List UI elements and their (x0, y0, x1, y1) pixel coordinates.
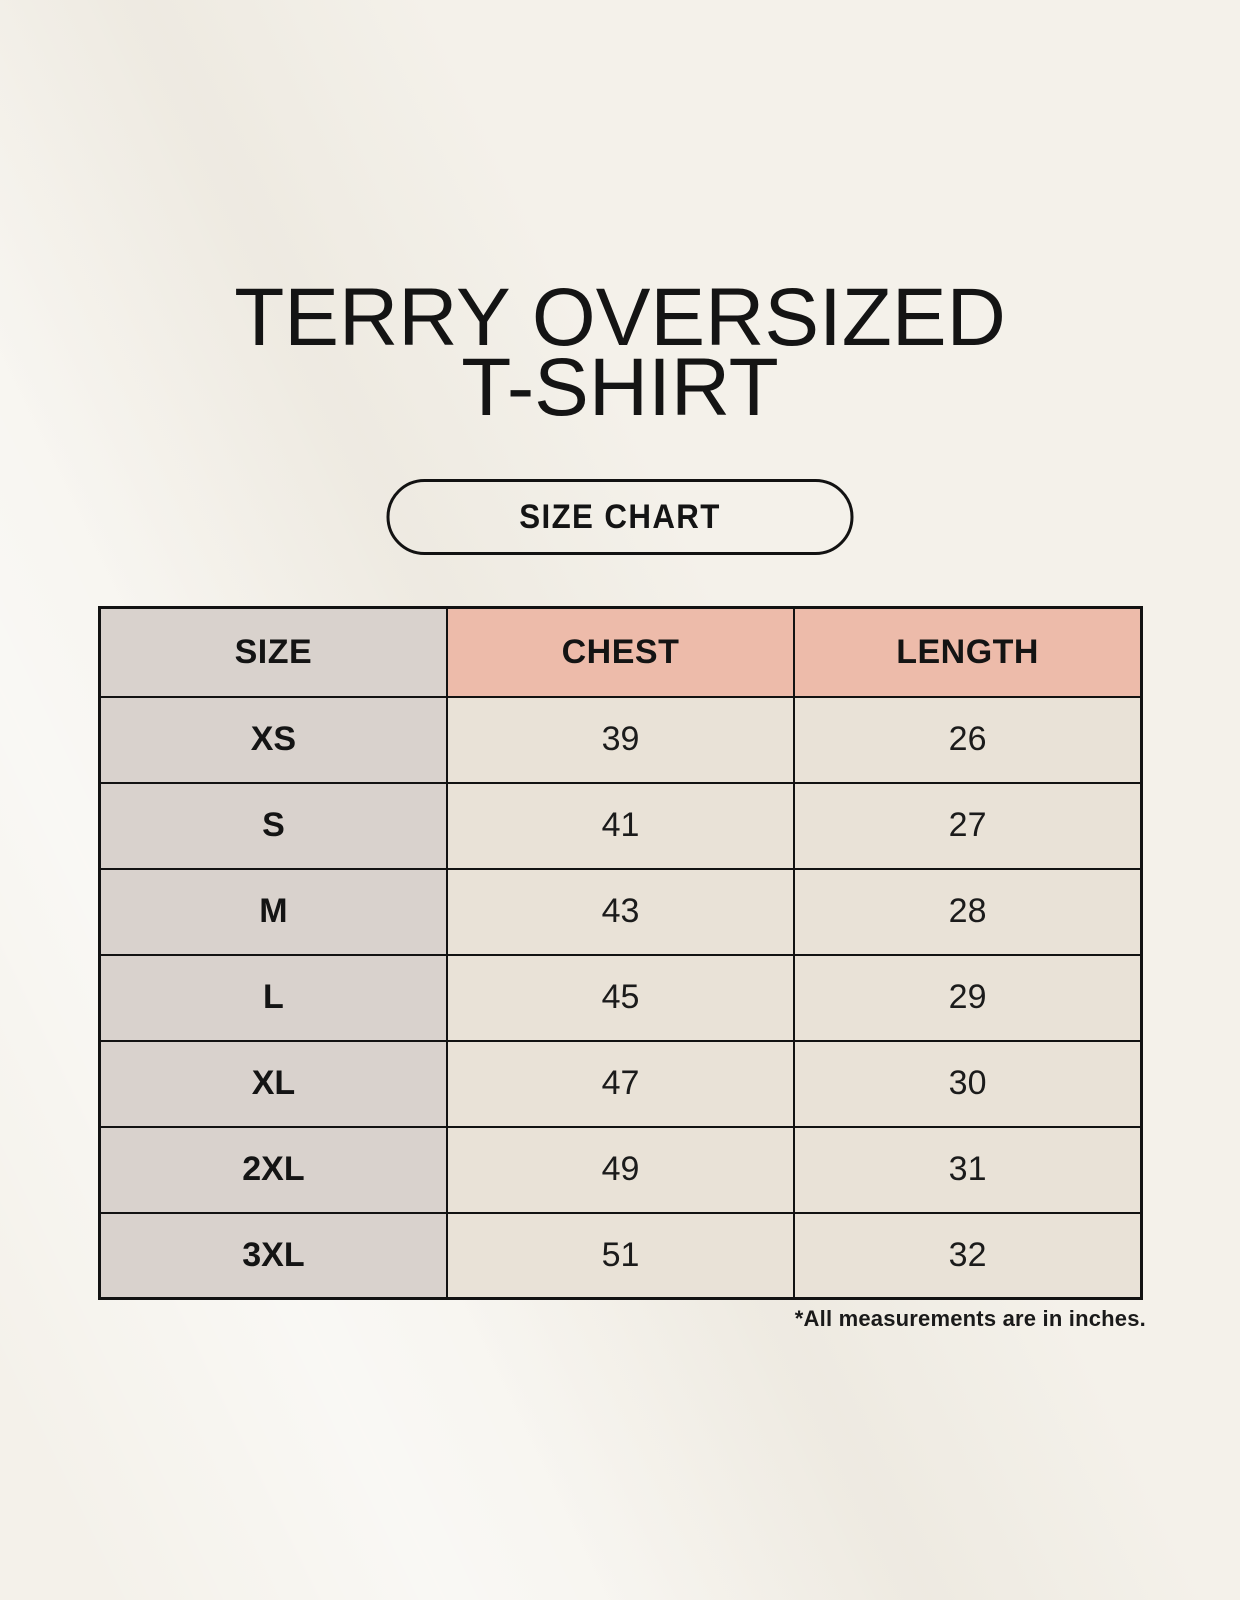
chest-cell: 45 (445, 953, 796, 1042)
size-cell: S (98, 781, 448, 870)
size-table-head: SIZE CHEST LENGTH (98, 606, 1143, 698)
chest-cell: 39 (445, 695, 796, 784)
table-row: S 41 27 (98, 781, 1143, 870)
chest-cell: 41 (445, 781, 796, 870)
header-size: SIZE (98, 606, 448, 698)
size-table-body: XS 39 26 S 41 27 M 43 28 L 45 29 XL 47 30 2XL 49 31 3XL 51 3… (98, 695, 1143, 1300)
chest-cell: 49 (445, 1125, 796, 1214)
size-cell: 2XL (98, 1125, 448, 1214)
title-line-1: TERRY OVERSIZED (234, 272, 1006, 363)
title-line-2: T-SHIRT (461, 342, 779, 433)
table-row: L 45 29 (98, 953, 1143, 1042)
measurements-footnote: *All measurements are in inches. (794, 1306, 1146, 1331)
header-chest: CHEST (445, 606, 796, 698)
size-cell: 3XL (98, 1211, 448, 1300)
chest-cell: 43 (445, 867, 796, 956)
length-cell: 27 (793, 781, 1143, 870)
chest-cell: 51 (445, 1211, 796, 1300)
length-cell: 26 (793, 695, 1143, 784)
length-cell: 32 (793, 1211, 1143, 1300)
chest-cell: 47 (445, 1039, 796, 1128)
page-title: TERRY OVERSIZED T-SHIRT (0, 277, 1240, 429)
table-row: XS 39 26 (98, 695, 1143, 784)
size-cell: XS (98, 695, 448, 784)
table-row: 3XL 51 32 (98, 1211, 1143, 1300)
size-chart-button[interactable]: SIZE CHART (386, 479, 854, 555)
table-row: XL 47 30 (98, 1039, 1143, 1128)
length-cell: 28 (793, 867, 1143, 956)
table-header-row: SIZE CHEST LENGTH (98, 606, 1143, 698)
length-cell: 29 (793, 953, 1143, 1042)
length-cell: 31 (793, 1125, 1143, 1214)
size-table: SIZE CHEST LENGTH XS 39 26 S 41 27 M 43 28 L 45 29 X… (98, 606, 1143, 1300)
table-row: M 43 28 (98, 867, 1143, 956)
size-cell: L (98, 953, 448, 1042)
table-row: 2XL 49 31 (98, 1125, 1143, 1214)
header-length: LENGTH (793, 606, 1143, 698)
size-cell: M (98, 867, 448, 956)
size-cell: XL (98, 1039, 448, 1128)
length-cell: 30 (793, 1039, 1143, 1128)
size-chart-button-label: SIZE CHART (519, 497, 721, 536)
